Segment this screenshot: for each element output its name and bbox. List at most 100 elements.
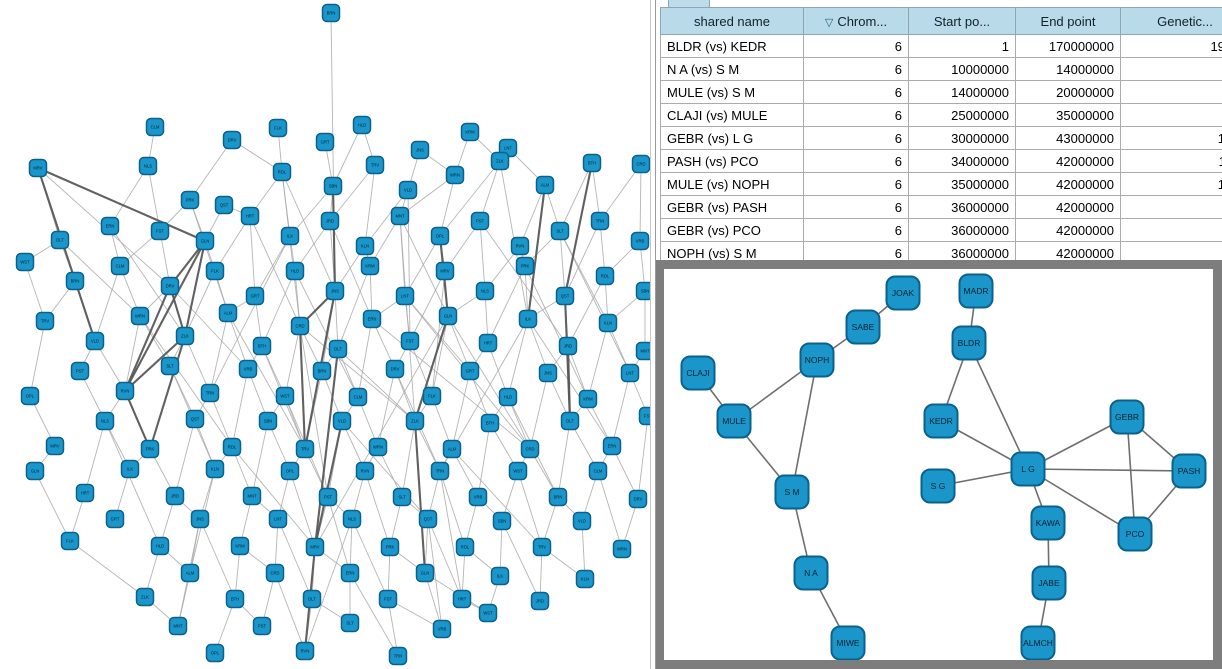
network-node[interactable]: GRT: [315, 132, 335, 152]
network-edge[interactable]: [409, 270, 446, 342]
network-edge[interactable]: [327, 496, 351, 574]
network-node[interactable]: CLM: [145, 117, 165, 137]
network-edge[interactable]: [189, 139, 233, 201]
cell-value[interactable]: 20000000: [1015, 80, 1121, 104]
network-edge[interactable]: [559, 162, 593, 232]
network-edge[interactable]: [639, 163, 642, 242]
network-node[interactable]: CRD: [631, 154, 650, 174]
network-edge[interactable]: [529, 372, 549, 450]
network-node[interactable]: JRD: [165, 486, 185, 506]
network-edge[interactable]: [289, 185, 334, 237]
column-header-end-point[interactable]: End point: [1015, 7, 1121, 35]
network-edge[interactable]: [337, 265, 371, 350]
table-row[interactable]: MULE (vs) S M614000000200000007.5: [660, 80, 1222, 104]
network-edge[interactable]: [281, 171, 336, 292]
network-edge[interactable]: [968, 342, 1029, 470]
network-edge[interactable]: [69, 540, 146, 598]
cell-shared-name[interactable]: MULE (vs) S M: [660, 80, 804, 104]
network-node[interactable]: VLD: [398, 180, 418, 200]
network-node[interactable]: TRN: [200, 383, 220, 403]
cell-value[interactable]: 42000000: [1015, 149, 1121, 173]
network-node[interactable]: MNT: [635, 341, 651, 361]
network-edge[interactable]: [314, 315, 449, 548]
network-node[interactable]: CLM: [110, 256, 130, 276]
network-node[interactable]: TRV: [365, 155, 385, 175]
network-edge[interactable]: [566, 345, 572, 422]
network-edge[interactable]: [349, 572, 399, 657]
network-edge[interactable]: [209, 235, 291, 394]
network-edge[interactable]: [563, 162, 594, 297]
network-node[interactable]: CLM: [348, 387, 368, 407]
cell-value[interactable]: 6: [803, 218, 909, 242]
network-node[interactable]: FLK: [205, 261, 225, 281]
network-edge[interactable]: [479, 160, 501, 222]
network-edge[interactable]: [479, 220, 486, 292]
table-row[interactable]: GEBR (vs) PCO636000000420000008.4: [660, 218, 1222, 242]
network-edge[interactable]: [29, 320, 46, 397]
network-node[interactable]: KEDR: [923, 403, 959, 439]
network-edge[interactable]: [557, 420, 571, 498]
network-node[interactable]: GRT: [105, 509, 125, 529]
cell-value[interactable]: 10000000: [908, 57, 1016, 81]
network-edge[interactable]: [401, 420, 416, 498]
network-node[interactable]: FST: [378, 589, 398, 609]
network-node[interactable]: ZLK: [175, 326, 195, 346]
network-edge[interactable]: [169, 285, 249, 370]
network-node[interactable]: ALM: [218, 303, 238, 323]
network-node[interactable]: VLD: [85, 331, 105, 351]
network-node[interactable]: BRN: [321, 3, 341, 23]
network-node[interactable]: GEBR: [1109, 399, 1145, 435]
network-node[interactable]: HRT: [240, 206, 260, 226]
network-edge[interactable]: [1126, 416, 1136, 535]
network-edge[interactable]: [567, 275, 606, 347]
network-node[interactable]: JNS: [325, 281, 345, 301]
network-edge[interactable]: [37, 167, 96, 342]
network-node[interactable]: RVN: [115, 381, 135, 401]
network-edge[interactable]: [611, 372, 631, 447]
network-edge[interactable]: [364, 189, 409, 247]
network-edge[interactable]: [183, 240, 207, 337]
cell-shared-name[interactable]: GEBR (vs) PASH: [660, 195, 804, 219]
network-edge[interactable]: [1027, 468, 1190, 472]
network-node[interactable]: SBN: [492, 511, 512, 531]
cell-value[interactable]: 10.5: [1120, 172, 1222, 196]
network-node[interactable]: OPL: [20, 386, 40, 406]
network-node[interactable]: PST: [252, 616, 272, 636]
network-edge[interactable]: [439, 470, 466, 548]
table-row[interactable]: GEBR (vs) PASH636000000420000008.9: [660, 195, 1222, 219]
network-edge[interactable]: [313, 420, 344, 548]
network-edge[interactable]: [451, 448, 543, 548]
network-edge[interactable]: [313, 348, 340, 548]
network-node[interactable]: GRT: [460, 361, 480, 381]
network-edge[interactable]: [427, 518, 463, 600]
network-node[interactable]: RDL: [595, 266, 615, 286]
network-node[interactable]: DRV: [160, 276, 180, 296]
network-node[interactable]: VRB: [432, 619, 452, 639]
network-node[interactable]: KLN: [355, 236, 375, 256]
network-node[interactable]: BRN: [312, 361, 332, 381]
network-node[interactable]: S M: [774, 474, 810, 510]
network-node[interactable]: KRM: [578, 389, 598, 409]
network-edge[interactable]: [399, 215, 416, 422]
network-node[interactable]: MRV: [28, 158, 48, 178]
cell-shared-name[interactable]: BLDR (vs) KEDR: [660, 34, 804, 58]
network-node[interactable]: ILK: [490, 566, 510, 586]
network-node[interactable]: WRN: [368, 437, 388, 457]
network-edge[interactable]: [364, 164, 376, 247]
network-edge[interactable]: [487, 265, 526, 344]
network-edge[interactable]: [371, 318, 531, 450]
network-edge[interactable]: [227, 312, 249, 370]
network-node[interactable]: SBN: [323, 176, 343, 196]
network-node[interactable]: MULE: [716, 403, 752, 439]
network-edge[interactable]: [524, 265, 589, 400]
cell-shared-name[interactable]: GEBR (vs) L G: [660, 126, 804, 150]
network-node[interactable]: PRK: [380, 537, 400, 557]
cell-shared-name[interactable]: CLAJI (vs) MULE: [660, 103, 804, 127]
network-edge[interactable]: [281, 171, 301, 327]
cell-value[interactable]: 5.9: [1120, 103, 1222, 127]
network-edge[interactable]: [387, 598, 399, 657]
network-edge[interactable]: [451, 370, 471, 450]
network-node[interactable]: HRT: [478, 333, 498, 353]
network-node[interactable]: SBN: [635, 281, 651, 301]
